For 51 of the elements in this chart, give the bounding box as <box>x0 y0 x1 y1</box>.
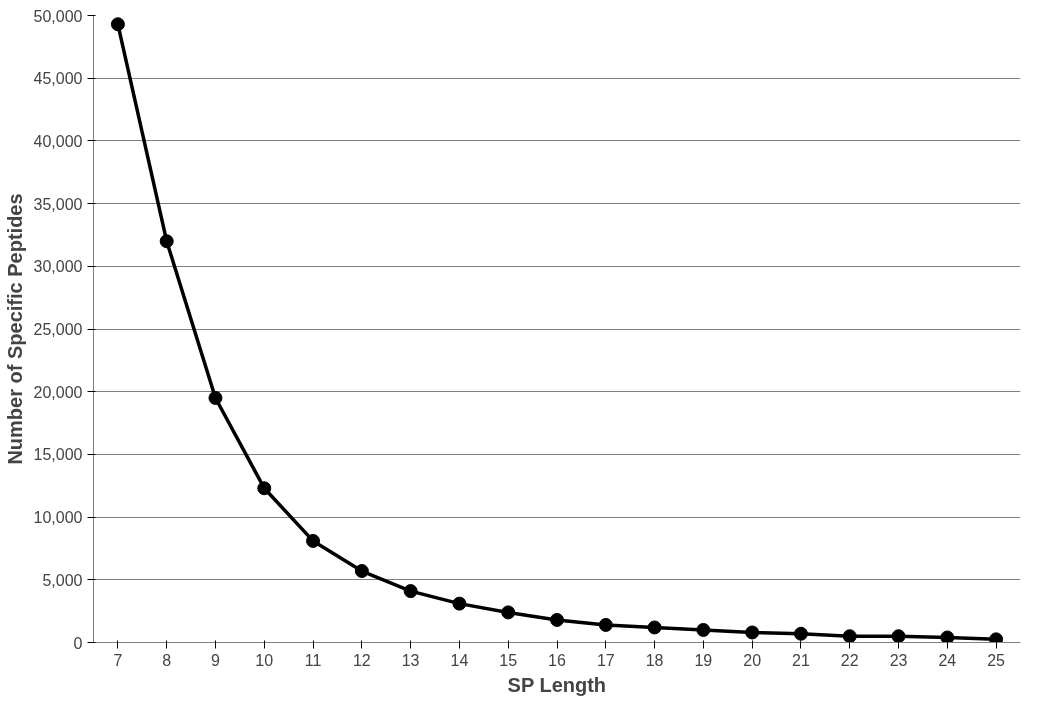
x-tick-label: 14 <box>450 651 469 669</box>
x-tick-label: 10 <box>255 651 274 669</box>
point <box>891 629 906 643</box>
point <box>452 596 467 611</box>
x-tick-label: 17 <box>596 651 615 669</box>
point <box>110 17 125 32</box>
point <box>403 584 418 599</box>
point <box>208 390 223 405</box>
y-tick-label: 30,000 <box>33 258 83 276</box>
y-axis-title: Number of Specific Peptides <box>3 193 26 465</box>
x-tick-label: 9 <box>211 651 221 669</box>
point <box>989 632 1004 643</box>
point <box>257 481 272 496</box>
x-tick-label: 18 <box>645 651 664 669</box>
y-tick-label: 40,000 <box>33 132 83 150</box>
point <box>550 612 564 627</box>
x-tick-label: 12 <box>352 651 371 669</box>
y-tick-label: 45,000 <box>33 70 83 88</box>
x-tick-label: 7 <box>113 651 123 669</box>
x-tick-label: 22 <box>840 651 859 669</box>
point <box>598 617 613 632</box>
x-tick-label: 25 <box>987 651 1006 669</box>
y-tick-label: 20,000 <box>33 383 83 401</box>
x-tick-label: 24 <box>938 651 957 669</box>
point <box>793 626 808 641</box>
y-tick-label: 50,000 <box>33 7 83 25</box>
point <box>745 625 760 640</box>
x-tick-label: 21 <box>792 651 810 669</box>
y-tick-label: 35,000 <box>33 195 83 213</box>
y-tick-label: 25,000 <box>33 321 83 338</box>
x-tick-label: 19 <box>694 651 713 669</box>
x-tick-label: 13 <box>401 651 420 669</box>
point <box>940 630 955 643</box>
x-tick-label: 23 <box>889 651 908 669</box>
point <box>647 620 662 635</box>
y-tick-label: 10,000 <box>33 509 83 527</box>
x-tick-label: 16 <box>548 651 566 669</box>
point <box>501 605 516 620</box>
point <box>354 564 369 579</box>
point <box>159 234 174 249</box>
x-tick-label: 11 <box>304 651 322 669</box>
point <box>696 622 711 637</box>
y-tick-label: 15,000 <box>33 446 83 464</box>
x-tick-label: 15 <box>499 651 518 669</box>
point <box>306 533 321 548</box>
x-tick-label: 8 <box>162 651 172 669</box>
x-axis-title: SP Length <box>507 673 607 696</box>
point <box>842 629 857 643</box>
y-tick-label: 5,000 <box>42 571 83 589</box>
x-tick-label: 20 <box>743 651 762 669</box>
y-tick-label: 0 <box>73 634 83 652</box>
